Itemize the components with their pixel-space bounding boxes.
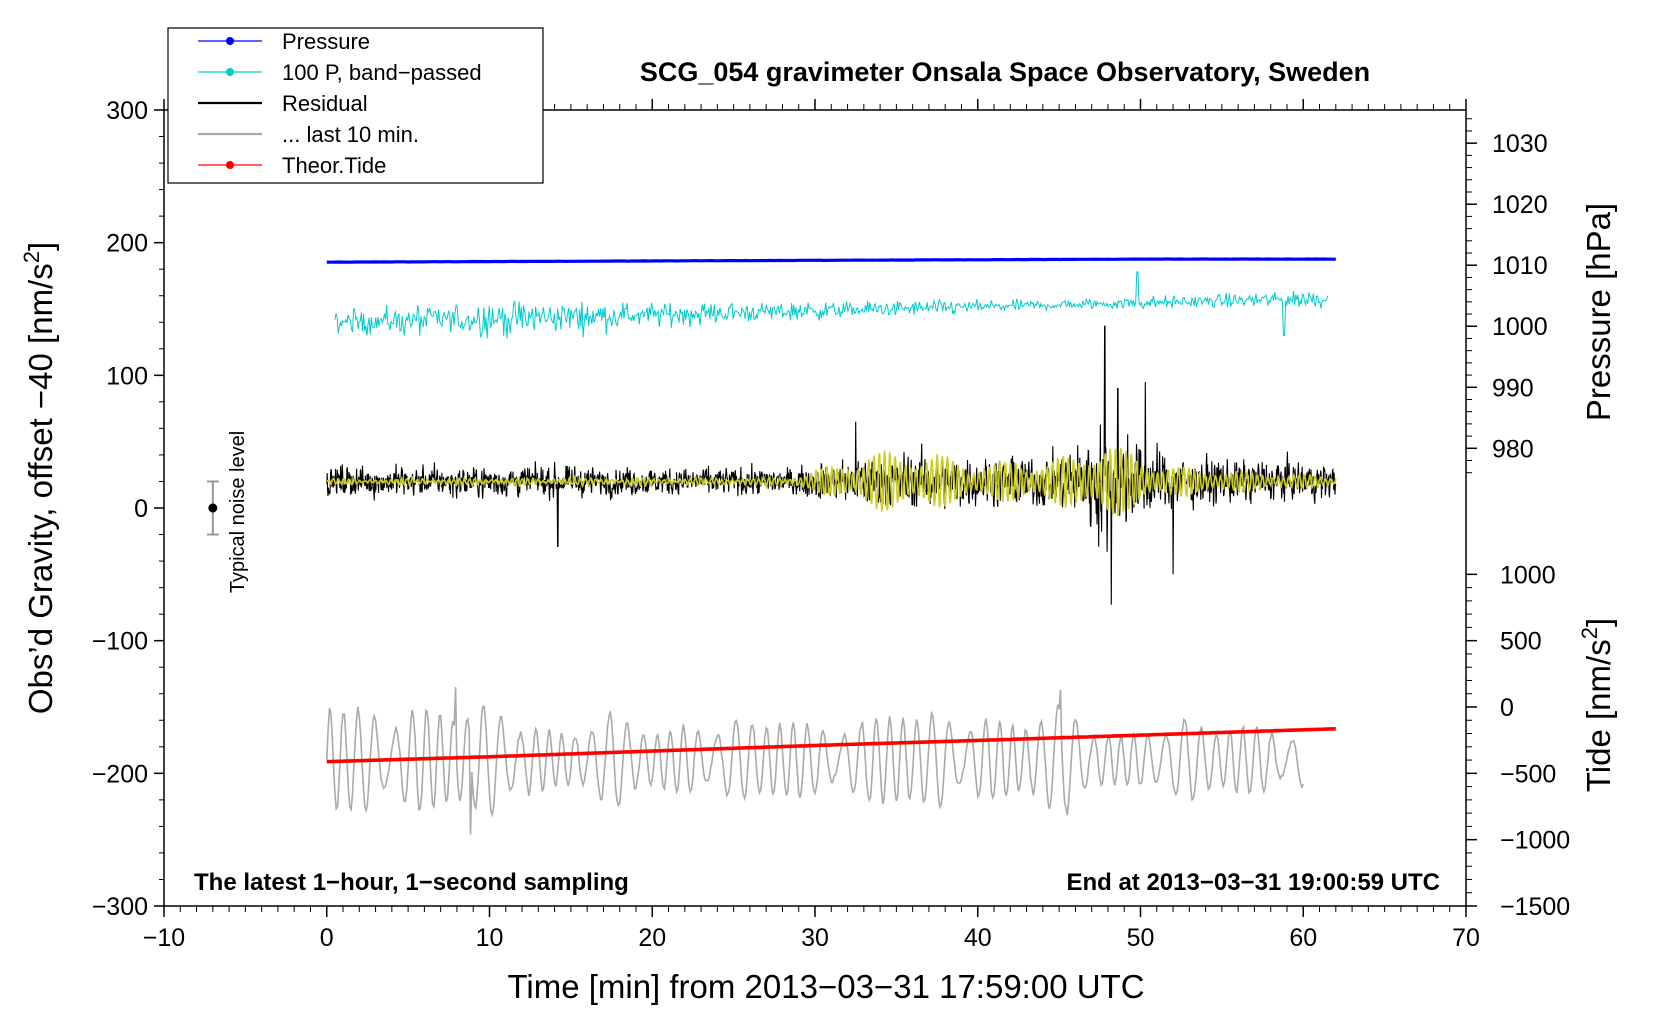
pressure-tick-label: 1030 [1492,130,1548,158]
y-left-tick-label: −300 [92,893,148,921]
x-tick-label: 60 [1289,924,1317,952]
legend-marker-1 [226,68,234,76]
tide-tick-label: −1000 [1500,827,1570,855]
annotation-end-time: End at 2013−03−31 19:00:59 UTC [1066,869,1440,896]
left-axis-title: Obs’d Gravity, offset −40 [nm/s2] [19,242,59,714]
x-tick-label: 40 [964,924,992,952]
legend-marker-0 [226,37,234,45]
pressure-tick-label: 990 [1492,374,1534,402]
noise-level-label: Typical noise level [227,431,249,593]
x-tick-label: 30 [801,924,829,952]
noise-level-indicator [206,480,219,536]
tide-tick-label: −1500 [1500,893,1570,921]
series-theoretical-tide [326,727,1336,764]
x-tick-label: −10 [143,924,185,952]
legend-marker-4 [226,161,234,169]
plot-frame [163,109,1467,907]
left-axis-title-end: ] [22,242,59,251]
x-tick-label: 70 [1452,924,1480,952]
tide-tick-label: 1000 [1500,561,1556,589]
legend-label-2: Residual [282,91,368,116]
legend-box [167,27,544,184]
left-axis-title-sup: 2 [19,251,44,263]
y-left-tick-label: −100 [92,628,148,656]
axes-layer: −10 0 10 20 30 40 50 60 703002001000−100−200−300… [92,97,1571,952]
legend: Pressure 100 P, band−passed Residual ... la… [167,27,544,184]
tide-tick-label: 0 [1500,694,1514,722]
series-pressure [326,257,1336,264]
x-tick-label: 0 [320,924,334,952]
y-left-tick-label: 200 [106,230,148,258]
y-left-tick-label: 100 [106,362,148,390]
y-left-tick-label: 0 [134,495,148,523]
pressure-tick-label: 980 [1492,435,1534,463]
pressure-tick-label: 1020 [1492,191,1548,219]
tide-tick-label: −500 [1500,760,1556,788]
pressure-tick-label: 1000 [1492,313,1548,341]
plot-layer [326,257,1337,835]
pressure-tick-label: 1010 [1492,252,1548,280]
chart-title: SCG_054 gravimeter Onsala Space Observat… [640,57,1370,87]
series-last-10-min [326,687,1305,835]
x-tick-label: 50 [1127,924,1155,952]
y-left-tick-label: 300 [106,97,148,125]
tide-tick-label: 500 [1500,628,1542,656]
tide-axis-title-end: ] [1580,618,1617,627]
legend-label-0: Pressure [282,29,370,54]
x-axis-title: Time [min] from 2013−03−31 17:59:00 UTC [507,968,1144,1005]
x-tick-label: 10 [476,924,504,952]
tide-axis-title-sup: 2 [1577,627,1602,639]
series-band-passed-pressure [334,271,1329,339]
series-residual [326,325,1337,605]
noise-bar-center [208,503,218,513]
left-axis-title-main: Obs’d Gravity, offset −40 [nm/s [22,263,59,714]
tide-axis-title-main: Tide [nm/s [1580,639,1617,792]
legend-label-4: Theor.Tide [282,153,386,178]
pressure-axis-title: Pressure [hPa] [1580,203,1617,421]
legend-label-3: ... last 10 min. [282,122,419,147]
legend-label-1: 100 P, band−passed [282,60,482,85]
x-tick-label: 20 [638,924,666,952]
y-left-tick-label: −200 [92,760,148,788]
series-residual-smoothed [326,447,1337,517]
tide-axis-title: Tide [nm/s2] [1577,618,1617,792]
annotation-sampling: The latest 1−hour, 1−second sampling [194,869,629,896]
